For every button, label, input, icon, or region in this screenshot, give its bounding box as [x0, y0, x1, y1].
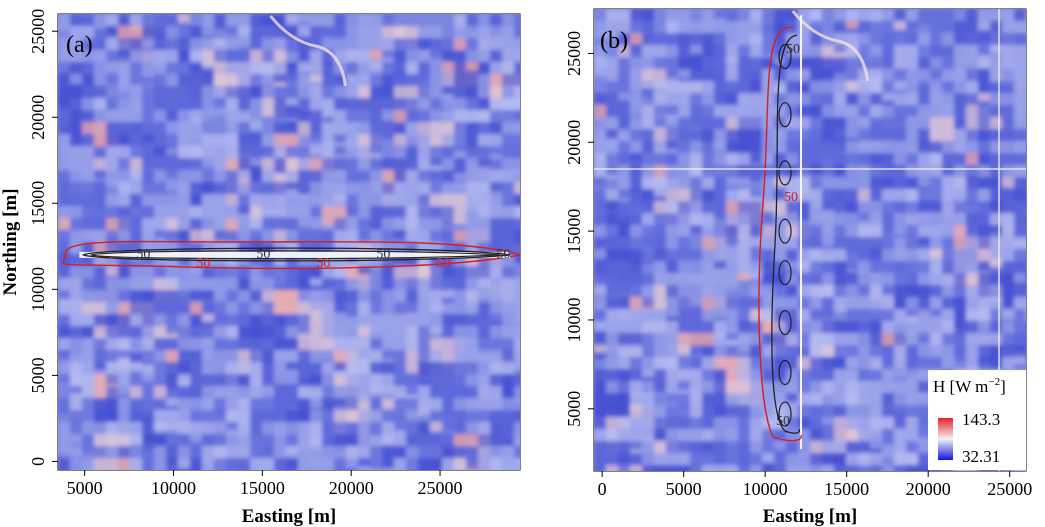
inner-contour [771, 34, 801, 434]
x-tick-label: 25000 [418, 478, 463, 498]
inner-contour [778, 309, 792, 336]
y-tick-label: 15000 [28, 181, 48, 226]
contour-label: 50 [786, 42, 800, 57]
x-tick-label: 5000 [666, 479, 702, 499]
contour-label: 50 [496, 247, 510, 262]
x-tick-label: 20000 [329, 478, 374, 498]
panel-a-label: (a) [66, 32, 93, 58]
x-tick-label: 20000 [906, 479, 951, 499]
x-tick-label: 15000 [824, 479, 869, 499]
panel-b-xlabel: Easting [m] [763, 506, 857, 527]
panel-b: 50 50 50 (b) 0 5000 10000 15000 20000 25000 5000… [564, 8, 1032, 527]
y-tick-label: 25000 [28, 9, 48, 54]
panel-a-xlabel: Easting [m] [242, 506, 336, 527]
colorbar [938, 418, 953, 460]
panel-a-ylabel: Northing [m] [0, 188, 21, 295]
legend-title: H [W m−2] [933, 376, 1006, 396]
legend-min-label: 32.31 [962, 447, 1000, 466]
x-tick-label: 10000 [151, 478, 196, 498]
x-tick-label: 0 [598, 479, 607, 499]
panel-b-ticks: 0 5000 10000 15000 20000 25000 5000 10000 15000 2… [564, 31, 1032, 499]
contour-label: 50 [436, 256, 450, 271]
inner-contour [778, 102, 792, 128]
panel-a-contours: 50 50 50 50 50 50 50 [62, 240, 520, 271]
colorbar-legend: H [W m−2] 143.3 32.31 [928, 370, 1026, 470]
inner-contour [778, 43, 792, 70]
x-tick-label: 15000 [240, 478, 285, 498]
inner-contour [89, 250, 501, 260]
y-tick-label: 15000 [564, 209, 584, 254]
inner-contour [778, 359, 792, 386]
y-tick-label: 5000 [564, 391, 584, 427]
inner-contour [778, 401, 792, 427]
contour-label: 50 [776, 414, 790, 429]
legend-max-label: 143.3 [962, 410, 1000, 429]
panel-b-label: (b) [600, 28, 628, 54]
contour-label: 50 [136, 247, 150, 262]
outer-contour [758, 26, 802, 442]
y-tick-label: 20000 [28, 95, 48, 140]
y-tick-label: 20000 [564, 120, 584, 165]
y-tick-label: 10000 [28, 267, 48, 312]
inner-contour [82, 247, 511, 262]
y-tick-label: 5000 [28, 357, 48, 393]
contour-label: 50 [784, 190, 798, 205]
x-tick-label: 25000 [987, 479, 1032, 499]
plume-core [79, 251, 510, 258]
panel-a-heatmap [58, 14, 520, 470]
y-tick-label: 0 [28, 457, 48, 466]
y-tick-label: 10000 [564, 297, 584, 342]
inner-contour [778, 260, 792, 286]
panel-b-contours: 50 50 50 [758, 15, 803, 450]
panel-b-heatmap [594, 9, 1026, 471]
inner-contour [778, 160, 792, 186]
outer-contour [62, 240, 520, 270]
y-tick-label: 25000 [564, 31, 584, 76]
panel-a: 50 50 50 50 50 50 50 (a) 5000 10000 15000 20000 25… [0, 9, 521, 527]
contour-label: 50 [256, 247, 270, 262]
panel-a-ticks: 5000 10000 15000 20000 25000 0 5000 10000 15000 2… [28, 9, 463, 498]
inner-contour [778, 218, 792, 244]
x-tick-label: 10000 [743, 479, 788, 499]
contour-label: 50 [316, 256, 330, 271]
contour-label: 50 [196, 256, 210, 271]
x-tick-label: 5000 [67, 478, 103, 498]
contour-label: 50 [376, 247, 390, 262]
